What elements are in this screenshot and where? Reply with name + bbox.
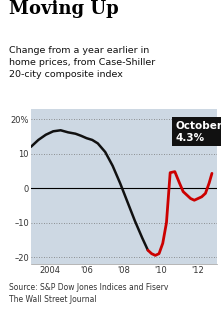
Text: Source: S&P Dow Jones Indices and Fiserv
The Wall Street Journal: Source: S&P Dow Jones Indices and Fiserv… xyxy=(9,283,168,304)
Bar xyxy=(31,109,68,264)
Text: Change from a year earlier in
home prices, from Case-Shiller
20-city composite i: Change from a year earlier in home price… xyxy=(9,46,155,79)
Text: October
4.3%: October 4.3% xyxy=(176,121,221,143)
Bar xyxy=(142,109,179,264)
Text: Moving Up: Moving Up xyxy=(9,0,119,18)
Bar xyxy=(179,109,217,264)
Bar xyxy=(68,109,105,264)
Bar xyxy=(105,109,142,264)
